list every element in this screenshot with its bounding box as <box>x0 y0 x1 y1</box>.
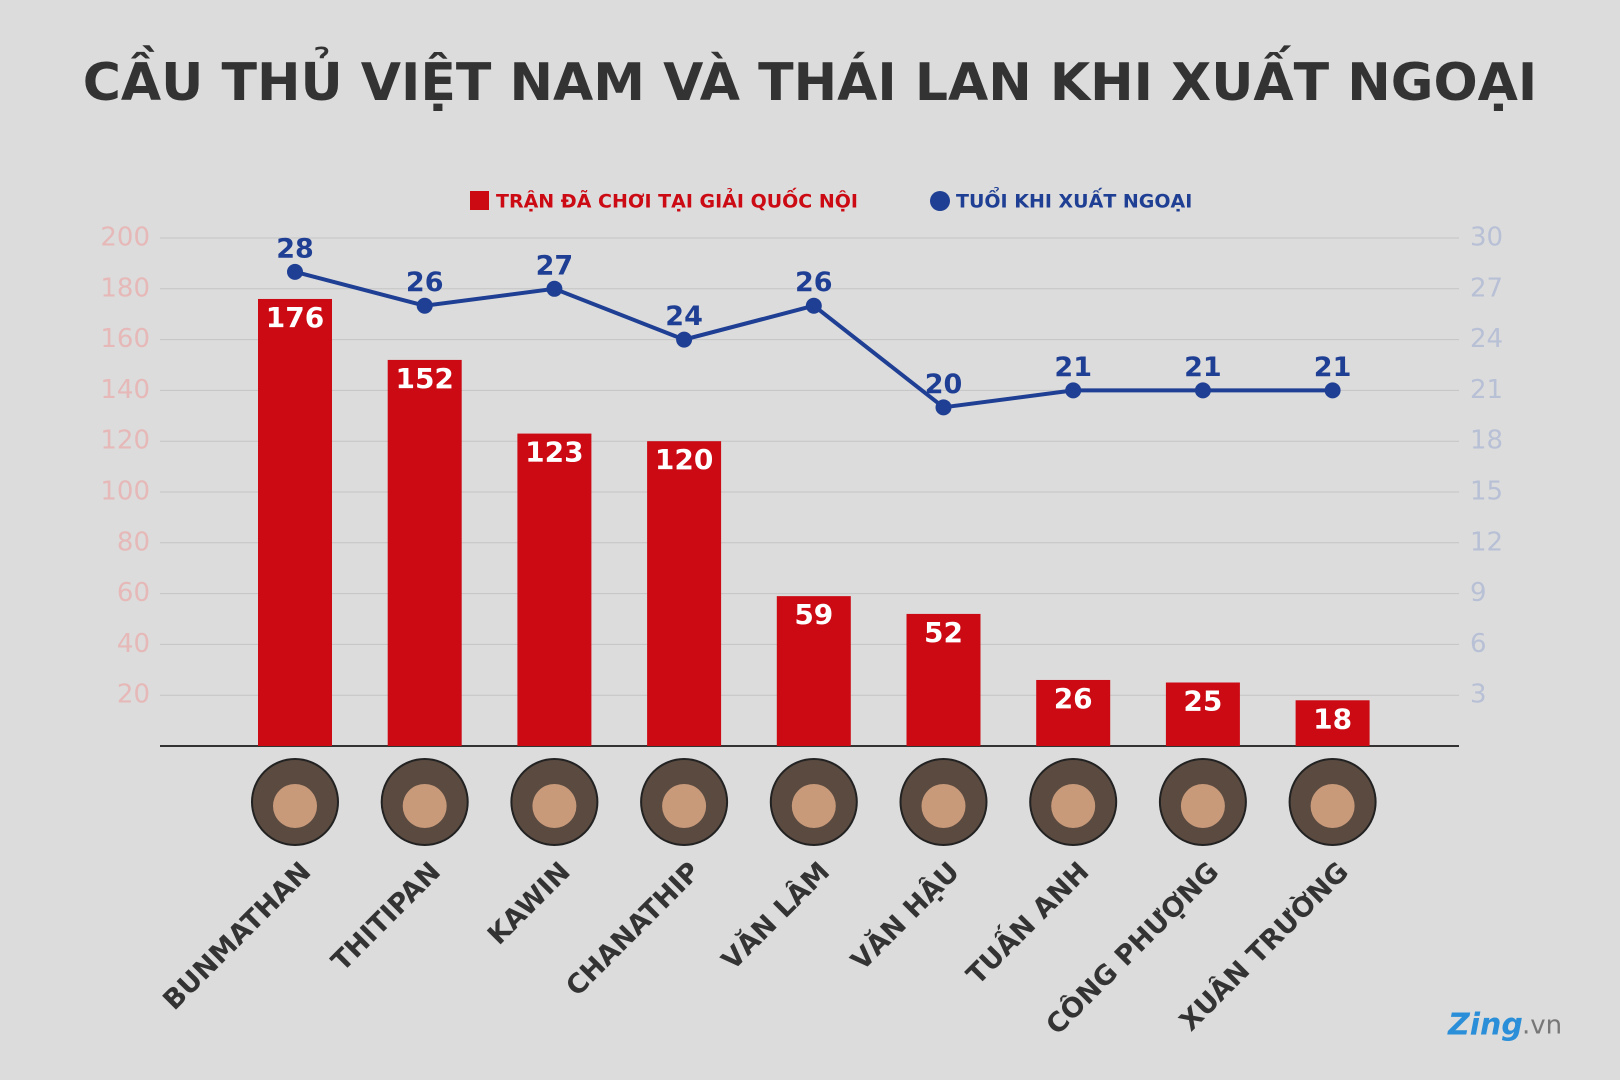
line-point <box>805 297 822 314</box>
bar-value-label: 26 <box>1054 682 1093 715</box>
bar-value-label: 176 <box>266 301 324 334</box>
y-tick-label: 80 <box>117 527 150 557</box>
bar-value-label: 59 <box>794 598 833 631</box>
y-tick-label: 200 <box>100 223 150 253</box>
bar-value-label: 123 <box>525 436 583 469</box>
line-value-label: 21 <box>1054 352 1092 383</box>
line-point <box>1194 382 1211 399</box>
y2-tick-label: 27 <box>1470 273 1503 303</box>
bar-value-label: 120 <box>655 443 713 476</box>
bar <box>517 433 592 746</box>
source-brand: Zing <box>1447 1008 1523 1043</box>
line-value-label: 24 <box>665 301 703 332</box>
y2-tick-label: 18 <box>1470 426 1503 456</box>
bar-value-label: 25 <box>1183 685 1222 718</box>
line-value-label: 26 <box>795 267 833 298</box>
player-face <box>921 784 966 828</box>
legend-swatch <box>930 191 950 211</box>
legend-label: TRẬN ĐÃ CHƠI TẠI GIẢI QUỐC NỘI <box>496 187 858 213</box>
player-face <box>1180 784 1225 828</box>
y2-tick-label: 6 <box>1470 629 1487 659</box>
y2-tick-label: 30 <box>1470 223 1503 253</box>
source-suffix: .vn <box>1522 1011 1562 1041</box>
bar-value-label: 152 <box>395 362 453 395</box>
player-face <box>791 784 836 828</box>
bar-value-label: 18 <box>1313 702 1352 735</box>
bar <box>1036 679 1111 746</box>
bar <box>387 359 462 746</box>
line-point <box>935 399 952 416</box>
player-face <box>1051 784 1096 828</box>
y-tick-label: 60 <box>117 578 150 608</box>
line-value-label: 20 <box>925 369 963 400</box>
line-value-label: 27 <box>536 250 574 281</box>
bar <box>1165 682 1240 746</box>
line-point <box>546 280 563 297</box>
line-value-label: 21 <box>1314 352 1352 383</box>
y-tick-label: 40 <box>117 629 150 659</box>
bar <box>906 613 981 746</box>
player-face <box>402 784 447 828</box>
bar-value-label: 52 <box>924 616 963 649</box>
player-face <box>532 784 577 828</box>
line-point <box>416 297 433 314</box>
legend-swatch <box>470 191 489 210</box>
line-value-label: 28 <box>276 233 314 264</box>
y2-tick-label: 21 <box>1470 375 1503 405</box>
y2-tick-label: 15 <box>1470 477 1503 507</box>
legend-label: TUỔI KHI XUẤT NGOẠI <box>956 186 1192 213</box>
y-tick-label: 100 <box>100 477 150 507</box>
bar <box>647 441 722 746</box>
y-tick-label: 20 <box>117 680 150 710</box>
bar <box>776 596 851 746</box>
y2-tick-label: 9 <box>1470 578 1487 608</box>
chart-title: CẦU THỦ VIỆT NAM VÀ THÁI LAN KHI XUẤT NG… <box>83 45 1538 113</box>
line-point <box>676 331 693 348</box>
line-point <box>1324 382 1341 399</box>
y2-tick-label: 3 <box>1470 680 1487 710</box>
line-value-label: 26 <box>406 267 444 298</box>
y-tick-label: 180 <box>100 273 150 303</box>
y-tick-label: 140 <box>100 375 150 405</box>
player-face <box>662 784 707 828</box>
bar <box>258 298 332 746</box>
line-point <box>1065 382 1082 399</box>
y2-tick-label: 24 <box>1470 324 1503 354</box>
line-value-label: 21 <box>1184 352 1222 383</box>
y2-tick-label: 12 <box>1470 527 1503 557</box>
bar <box>1295 700 1370 746</box>
line-point <box>287 263 303 280</box>
player-face <box>1310 784 1355 828</box>
y-tick-label: 160 <box>100 324 150 354</box>
y-tick-label: 120 <box>100 426 150 456</box>
player-face <box>273 784 317 828</box>
